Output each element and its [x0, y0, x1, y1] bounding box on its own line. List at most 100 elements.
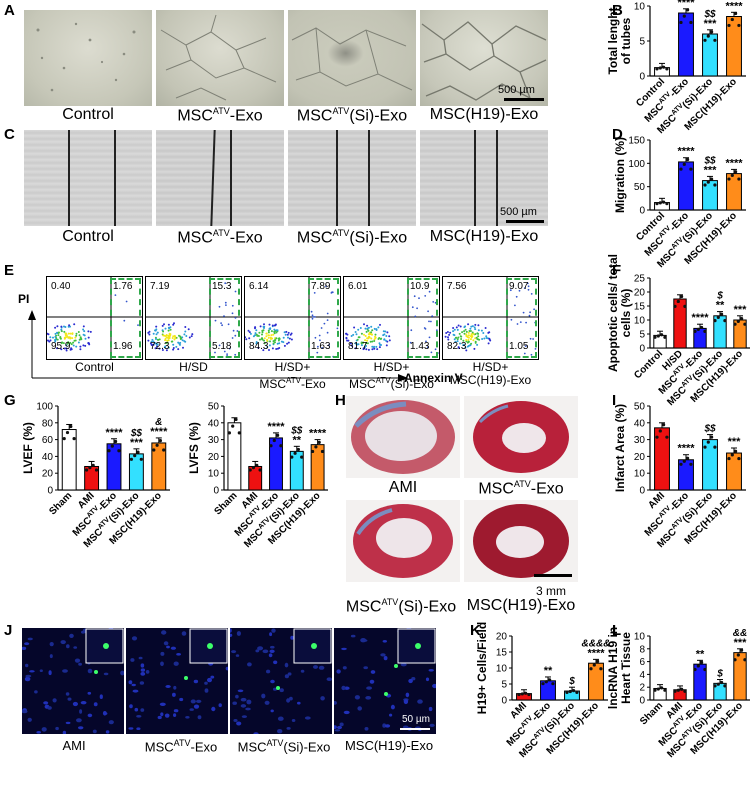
data-point	[716, 682, 720, 686]
data-point	[658, 66, 662, 70]
data-point	[689, 20, 693, 25]
fluorescence-image: 50 µm	[334, 628, 436, 734]
data-point	[110, 444, 114, 448]
data-point	[700, 660, 704, 664]
y-tick-label: 10	[208, 469, 220, 480]
data-point	[706, 440, 710, 444]
data-point	[551, 682, 555, 686]
flow-plot: 0.40 1.76 95.9 1.96	[46, 276, 143, 360]
y-tick-label: 8	[639, 644, 645, 655]
data-point	[727, 177, 731, 181]
data-point	[682, 162, 686, 166]
scalebar-label: 3 mm	[536, 584, 566, 598]
y-tick-label: 50	[634, 182, 646, 193]
flow-caption: H/SD+ MSCATV-Exo	[259, 360, 326, 391]
wound-edge-left	[474, 130, 476, 226]
significance-label: **	[696, 648, 705, 660]
significance-label: ***	[704, 18, 718, 30]
heart-section-ami	[346, 396, 460, 478]
y-tick-label: 60	[42, 435, 54, 446]
tube-network-texture	[291, 27, 413, 91]
data-point	[733, 322, 737, 326]
data-point	[736, 653, 740, 657]
flow-quadrant-ur: 10.9	[410, 281, 430, 292]
y-axis-label: Migration (%)	[613, 137, 627, 213]
flow-gate	[110, 278, 141, 358]
data-point	[234, 417, 238, 422]
nuclei-texture	[334, 628, 436, 732]
data-point	[713, 38, 717, 42]
data-point	[733, 658, 737, 662]
y-tick-label: 5	[639, 330, 645, 341]
flow-gate	[407, 278, 438, 358]
data-point	[136, 450, 140, 454]
data-point	[69, 424, 73, 429]
data-point	[658, 201, 662, 205]
flow-quadrant-ll: 72.3	[150, 341, 170, 352]
panel-letter-h: H	[335, 392, 346, 409]
panel-letter-i: I	[612, 392, 617, 409]
data-point	[689, 167, 693, 171]
flow-x-axis-label: Annexin V	[404, 371, 463, 385]
significance-label: $$	[130, 428, 143, 439]
data-point	[682, 14, 686, 18]
data-point	[91, 463, 95, 467]
data-point	[734, 11, 738, 16]
y-tick-label: 15	[634, 302, 646, 313]
data-point	[227, 431, 231, 435]
y-tick-label: 20	[42, 469, 54, 480]
significance-label: ****	[150, 426, 168, 438]
data-point	[231, 424, 235, 428]
flow-quadrant-ul: 7.56	[447, 281, 467, 292]
data-point	[656, 334, 660, 338]
data-point	[680, 687, 684, 691]
fluorescence-image	[230, 628, 332, 734]
flow-plot: 7.19 15.3 72.3 5.18	[145, 276, 242, 360]
y-tick-label: 20	[496, 632, 508, 643]
y-tick-label: 0	[501, 696, 507, 707]
tube-network-texture	[421, 21, 547, 101]
data-point	[743, 658, 747, 662]
data-point	[710, 30, 714, 34]
y-tick-label: 50	[634, 402, 646, 413]
data-point	[527, 692, 531, 697]
data-point	[713, 319, 717, 323]
flow-caption: H/SD	[179, 360, 208, 374]
significance-label: **	[544, 665, 553, 677]
data-point	[133, 454, 137, 458]
data-point	[290, 455, 294, 459]
fluorescence-image	[22, 628, 124, 734]
panel-letter-l: L	[612, 622, 622, 639]
data-point	[155, 443, 159, 447]
data-point	[663, 335, 667, 339]
data-point	[682, 459, 686, 463]
significance-label: **	[293, 434, 302, 446]
significance-label: ***	[734, 637, 748, 649]
y-tick-label: 6	[639, 657, 645, 668]
y-tick-label: 30	[208, 435, 220, 446]
y-tick-label: 150	[628, 136, 645, 147]
flow-quadrant-lr: 5.18	[212, 341, 232, 352]
flow-gate	[506, 278, 537, 358]
data-point	[88, 466, 92, 470]
significance-label: ***	[130, 437, 144, 449]
flow-quadrant-lr: 1.43	[410, 341, 430, 352]
tube-formation-image-msc-atv-si	[288, 10, 416, 106]
flow-quadrant-ur: 7.89	[311, 281, 331, 292]
significance-label: ****	[677, 443, 695, 455]
significance-label: ***	[734, 304, 748, 316]
data-point	[703, 183, 707, 187]
flow-quadrant-lr: 1.63	[311, 341, 331, 352]
flow-quadrant-ll: 84.3	[249, 341, 269, 352]
data-point	[706, 34, 710, 38]
heart-tissue-texture	[351, 400, 455, 474]
data-point	[565, 690, 569, 694]
data-point	[517, 692, 521, 697]
flow-quadrant-ur: 9.07	[509, 281, 529, 292]
y-axis-label: H19+ Cells/Field	[475, 622, 489, 714]
